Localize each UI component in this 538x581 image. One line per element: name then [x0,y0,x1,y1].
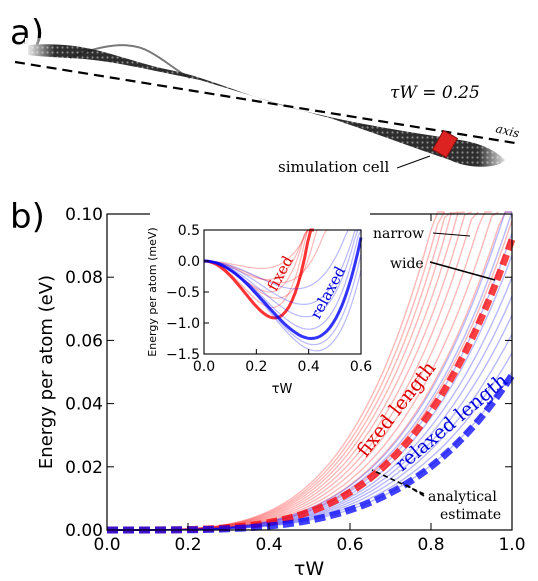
inset-chart: 0.0 0.2 0.4 0.6 0.5 0.0 −0.5 −1.0 −1.5 τW Energy… [146,213,372,397]
main-y-tick-label: 0.00 [65,521,103,541]
panel-a: a) τW = 0.25 axis simulation cell [10,13,521,176]
inset-fixed-curve-0 [204,229,314,269]
main-y-tick-label: 0.02 [65,458,103,478]
inset-y-axis-title: Energy per atom (meV) [146,227,159,356]
main-x-tick-label: 0.4 [255,535,282,555]
wide-pointer [429,261,496,281]
inset-x-tick-label: 0.4 [298,359,320,375]
narrow-label: narrow [373,226,424,242]
inset-fixed-curve-6 [203,229,330,284]
simulation-cell [431,129,459,159]
main-x-axis-title: τW [294,558,324,580]
inset-y-tick-label: −1.5 [166,347,200,363]
main-y-tick-label: 0.10 [65,205,103,225]
ribbon-body [28,44,505,167]
simulation-cell-label: simulation cell [278,158,389,176]
twisted-ribbon [14,38,516,175]
main-x-tick-label: 0.0 [93,535,120,555]
inset-x-tick-label: 0.6 [350,359,372,375]
ribbon-fold [69,44,191,79]
main-x-tick-label: 1.0 [498,535,525,555]
main-x-tick-label: 0.2 [174,535,201,555]
main-series-layer [107,211,516,534]
main-x-tick-label: 0.8 [417,535,444,555]
inset-series-layer [203,228,363,352]
main-y-tick-label: 0.06 [65,331,103,351]
inset-relaxed-curve-0 [203,229,355,290]
main-y-axis-title: Energy per atom (eV) [36,275,57,469]
axis-label: axis [494,121,521,140]
inset-y-tick-label: 0.5 [178,223,200,239]
panel-b-label: b) [10,197,45,237]
inset-x-tick-label: 0.2 [245,359,267,375]
inset-x-tick-label: 0.0 [193,359,215,375]
inset-relaxed-curve-5 [203,253,362,346]
main-y-tick-label: 0.04 [65,395,103,415]
inset-y-tick-label: −1.0 [166,316,200,332]
inset-relaxed-curve-1 [203,229,361,306]
inset-relaxed-curve-4 [203,237,363,341]
main-chart: 0.0 0.2 0.4 0.6 0.8 1.0 0.00 0.02 0.04 0.06 0.08 0.… [36,205,526,580]
ribbon-fade-left [25,38,55,68]
inset-relaxed-curve-6 [203,260,362,352]
analytical-label-line2: estimate [440,507,501,523]
ribbon-axis-line [14,60,516,145]
inset-fixed-curve-4 [203,228,314,320]
analytical-label-line1: analytical [428,489,497,505]
main-axis-ticks: 0.0 0.2 0.4 0.6 0.8 1.0 0.00 0.02 0.04 0.06 0.08 0.… [65,205,525,555]
simulation-cell-pointer [396,155,431,169]
narrow-pointer [432,232,471,237]
ribbon-fade-right [478,130,510,175]
inset-axis-ticks: 0.0 0.2 0.4 0.6 0.5 0.0 −0.5 −1.0 −1.5 [166,223,372,375]
main-y-tick-label: 0.08 [65,268,103,288]
analytical-pointer-relaxed [402,482,425,497]
main-x-tick-label: 0.6 [336,535,363,555]
inset-relaxed-curve-2 [203,229,361,318]
panel-b: b) 0.0 0.2 0.4 0.6 0.8 1.00.000.020.040.060.0… [10,197,526,580]
inset-y-tick-label: 0.0 [178,254,200,270]
inset-x-axis-title: τW [272,382,293,397]
inset-y-tick-label: −0.5 [166,285,200,301]
tau-w-label: τW = 0.25 [390,83,480,103]
wide-label: wide [390,256,424,272]
